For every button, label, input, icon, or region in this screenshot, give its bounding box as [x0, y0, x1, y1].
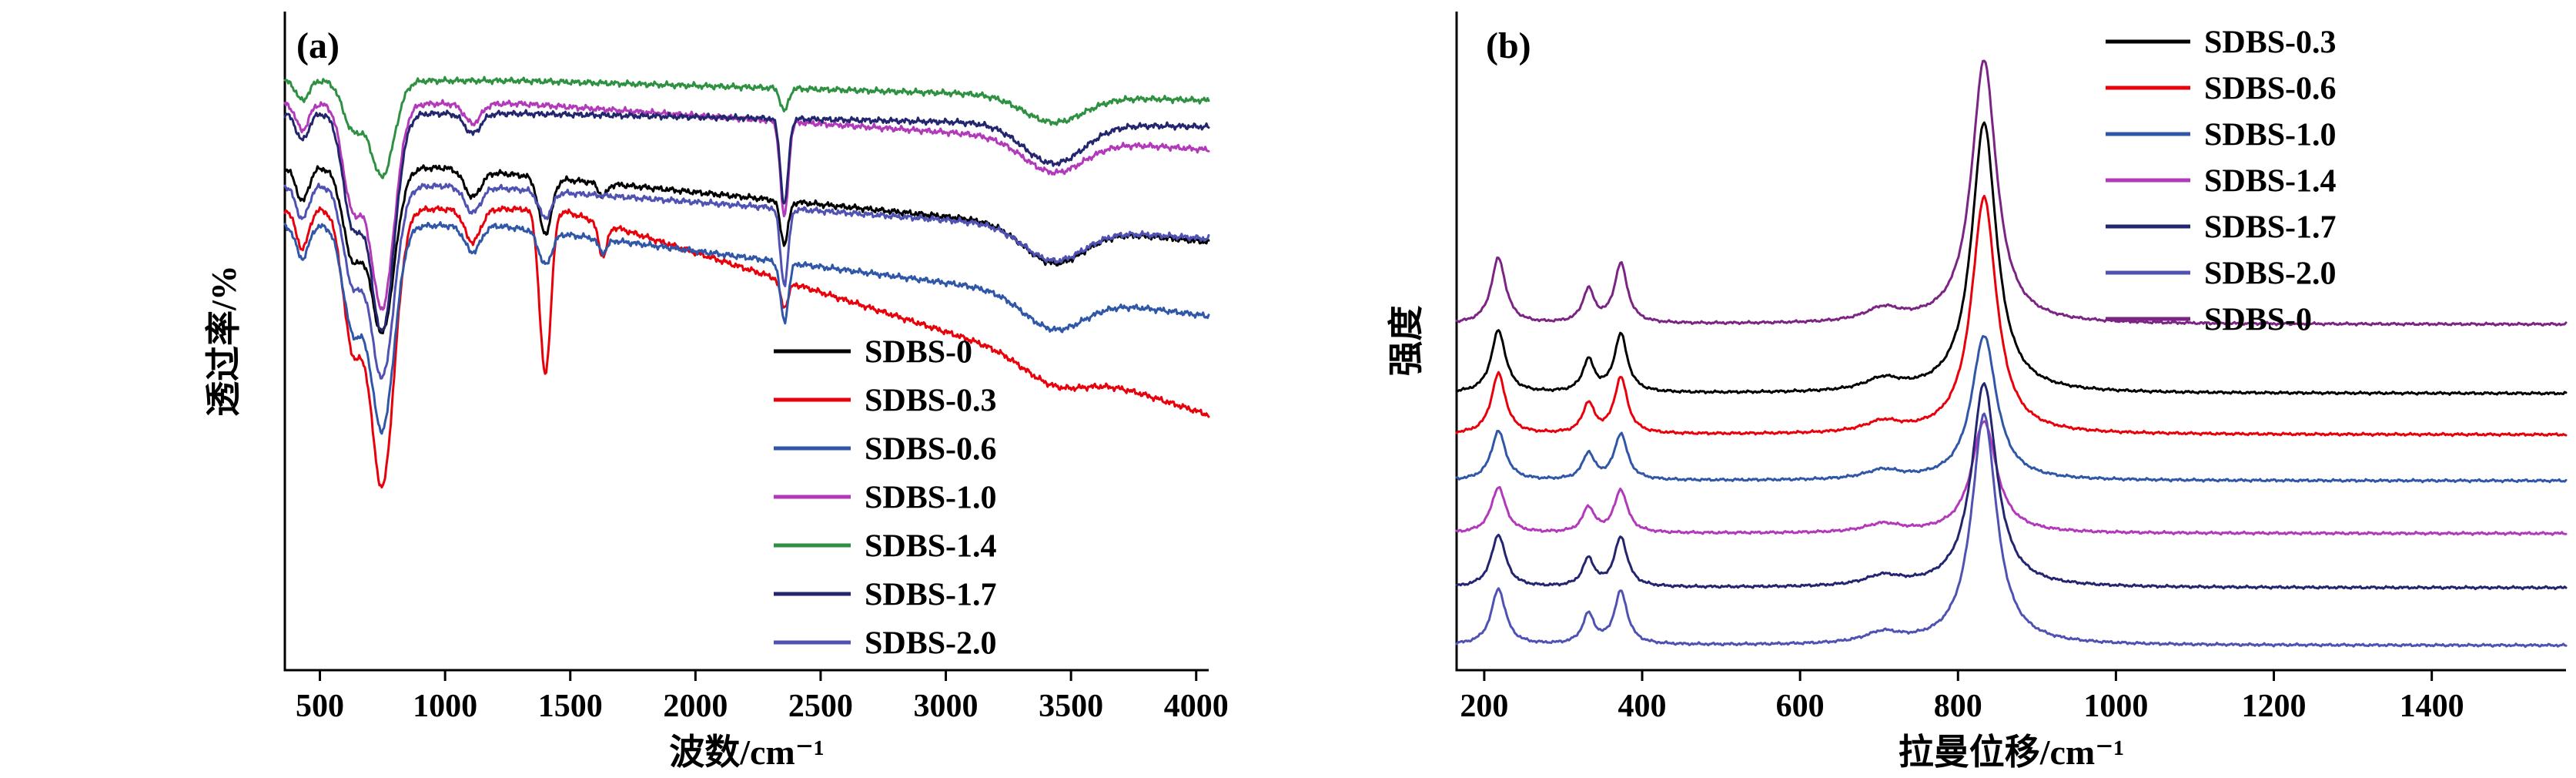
legend-item-SDBS-0.3: SDBS-0.3: [774, 384, 997, 419]
series-line-SDBS-1.0: [1455, 334, 2568, 484]
x-tick-label: 1400: [2400, 689, 2464, 724]
series-line-SDBS-1.0: [283, 99, 1210, 311]
legend-label: SDBS-0.3: [865, 384, 997, 419]
x-tick-label: 3000: [914, 689, 979, 724]
legend-label: SDBS-1.0: [865, 481, 997, 516]
series-line-SDBS-1.4: [283, 75, 1210, 179]
legend-label: SDBS-0.6: [2204, 72, 2337, 107]
x-tick-label: 500: [296, 689, 344, 724]
legend-item-SDBS-1.4: SDBS-1.4: [2106, 164, 2337, 200]
x-axis-label: 波数/cm⁻¹: [669, 733, 825, 772]
legend-label: SDBS-1.7: [2204, 210, 2337, 246]
x-tick-label: 1000: [2083, 689, 2148, 724]
series-line-SDBS-2.0: [1455, 412, 2568, 649]
x-tick-label: 3500: [1039, 689, 1103, 724]
y-axis-label: 透过率/%: [204, 265, 243, 417]
legend-item-SDBS-1.0: SDBS-1.0: [774, 481, 997, 516]
raman-panel: 200 400 600 800 1000 1200 1400 拉曼位移/cm⁻¹ 强度 (b) SD…: [1387, 12, 2568, 772]
x-tick-label: 600: [1776, 689, 1825, 724]
legend-label: SDBS-0.3: [2204, 25, 2337, 61]
series-line-SDBS-1.7: [283, 109, 1210, 333]
x-tick-label: 1500: [538, 689, 603, 724]
legend-item-SDBS-0.6: SDBS-0.6: [774, 432, 997, 468]
x-tick-label: 4000: [1164, 689, 1229, 724]
x-tick-label: 2500: [788, 689, 853, 724]
legend-label: SDBS-0.6: [865, 432, 997, 468]
legend-item-SDBS-1.4: SDBS-1.4: [774, 529, 997, 565]
legend-item-SDBS-2.0: SDBS-2.0: [774, 626, 997, 662]
legend-label: SDBS-2.0: [865, 626, 997, 662]
legend-item-SDBS-1.7: SDBS-1.7: [2106, 210, 2337, 246]
legend-label: SDBS-0: [865, 335, 972, 371]
legend-item-SDBS-2.0: SDBS-2.0: [2106, 257, 2337, 292]
x-axis-label: 拉曼位移/cm⁻¹: [1899, 733, 2125, 772]
x-tick-label: 400: [1618, 689, 1667, 724]
series-line-SDBS-0.3: [283, 205, 1210, 489]
series-line-SDBS-0.6: [1455, 194, 2568, 438]
series-line-SDBS-1.7: [1455, 382, 2568, 591]
series-line-SDBS-1.4: [1455, 420, 2568, 536]
legend-label: SDBS-0: [2204, 303, 2312, 338]
legend-label: SDBS-2.0: [2204, 257, 2337, 292]
y-axis-label: 强度: [1387, 306, 1426, 377]
x-tick-label: 1000: [413, 689, 477, 724]
series-line-SDBS-0.3: [1455, 121, 2568, 396]
series-line-SDBS-0: [1455, 59, 2568, 327]
legend-item-SDBS-1.7: SDBS-1.7: [774, 578, 997, 613]
x-tick-label: 2000: [663, 689, 728, 724]
legend-label: SDBS-1.7: [865, 578, 997, 613]
legend-label: SDBS-1.4: [2204, 164, 2337, 200]
axes-panel_a: [283, 12, 1209, 672]
x-tick-label: 200: [1460, 689, 1508, 724]
series-line-SDBS-2.0: [283, 182, 1210, 380]
x-tick-label: 1200: [2242, 689, 2307, 724]
axes-panel_b: [1455, 12, 2566, 672]
legend-label: SDBS-1.4: [865, 529, 997, 565]
legend-item-SDBS-0.6: SDBS-0.6: [2106, 72, 2337, 107]
x-tick-label: 800: [1934, 689, 1982, 724]
ftir-panel: 500 1000 1500 2000 2500 3000 3500 4000 波数/cm⁻¹ 透过…: [204, 12, 1229, 772]
legend-item-SDBS-0: SDBS-0: [2106, 303, 2312, 338]
legend-label: SDBS-1.0: [2204, 118, 2337, 153]
series-line-SDBS-0: [283, 164, 1210, 335]
legend-item-SDBS-0: SDBS-0: [774, 335, 972, 371]
panel-label: (b): [1486, 25, 1531, 66]
series-line-SDBS-0.6: [283, 221, 1210, 435]
legend-item-SDBS-1.0: SDBS-1.0: [2106, 118, 2337, 153]
legend-item-SDBS-0.3: SDBS-0.3: [2106, 25, 2337, 61]
panel-label: (a): [296, 25, 340, 66]
